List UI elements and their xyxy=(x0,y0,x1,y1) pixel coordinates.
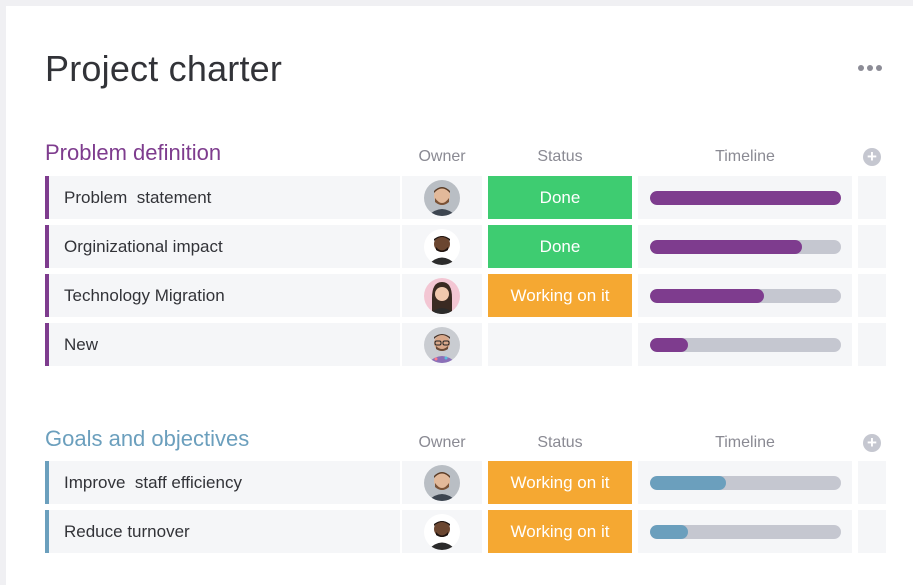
column-header-timeline: Timeline xyxy=(715,148,775,165)
item-name[interactable]: Technology Migration xyxy=(45,274,400,317)
timeline-cell[interactable] xyxy=(638,323,852,366)
owner-cell[interactable] xyxy=(402,225,482,268)
item-name[interactable]: Problem statement xyxy=(45,176,400,219)
timeline-cell[interactable] xyxy=(638,225,852,268)
status-cell[interactable]: Working on it xyxy=(488,461,632,504)
status-cell[interactable]: Working on it xyxy=(488,274,632,317)
avatar[interactable] xyxy=(424,464,460,501)
timeline-cell[interactable] xyxy=(638,510,852,553)
more-options-icon[interactable] xyxy=(858,62,888,74)
page-title: Project charter xyxy=(45,48,283,89)
status-cell[interactable]: Working on it xyxy=(488,510,632,553)
avatar[interactable] xyxy=(424,277,460,314)
item-name[interactable]: Reduce turnover xyxy=(45,510,400,553)
group-title[interactable]: Goals and objectives xyxy=(45,426,250,451)
column-header-status: Status xyxy=(537,148,583,165)
add-column-icon[interactable]: + xyxy=(863,434,881,452)
owner-cell[interactable] xyxy=(402,510,482,553)
timeline-cell[interactable] xyxy=(638,461,852,504)
table-row[interactable]: Technology Migration Working on it xyxy=(45,274,890,317)
empty-cell xyxy=(858,176,886,219)
item-name[interactable]: Orginizational impact xyxy=(45,225,400,268)
avatar[interactable] xyxy=(424,228,460,265)
item-name[interactable]: Improve staff efficiency xyxy=(45,461,400,504)
owner-cell[interactable] xyxy=(402,176,482,219)
timeline-bar[interactable] xyxy=(649,239,841,254)
column-header-owner: Owner xyxy=(418,148,466,165)
table-row[interactable]: Problem statement Done xyxy=(45,176,890,219)
timeline-bar[interactable] xyxy=(649,524,841,539)
table-row[interactable]: Reduce turnover Working on it xyxy=(45,510,890,553)
timeline-bar-fill xyxy=(649,475,726,490)
group-title[interactable]: Problem definition xyxy=(45,140,222,165)
add-column-icon[interactable]: + xyxy=(863,148,881,166)
timeline-bar[interactable] xyxy=(649,475,841,490)
owner-cell[interactable] xyxy=(402,274,482,317)
column-header-owner: Owner xyxy=(418,434,466,451)
timeline-cell[interactable] xyxy=(638,274,852,317)
timeline-bar-fill xyxy=(649,524,688,539)
avatar[interactable] xyxy=(424,513,460,550)
table-row[interactable]: Improve staff efficiency Working on it xyxy=(45,461,890,504)
timeline-bar-fill xyxy=(649,239,803,254)
table-row[interactable]: Orginizational impact Done xyxy=(45,225,890,268)
empty-cell xyxy=(858,510,886,553)
empty-cell xyxy=(858,461,886,504)
column-header-timeline: Timeline xyxy=(715,434,775,451)
owner-cell[interactable] xyxy=(402,323,482,366)
timeline-bar-fill xyxy=(649,190,841,205)
avatar[interactable] xyxy=(424,179,460,216)
timeline-bar[interactable] xyxy=(649,190,841,205)
status-cell[interactable] xyxy=(488,323,632,366)
empty-cell xyxy=(858,274,886,317)
timeline-bar[interactable] xyxy=(649,288,841,303)
table-row[interactable]: New xyxy=(45,323,890,366)
timeline-bar-fill xyxy=(649,288,765,303)
empty-cell xyxy=(858,323,886,366)
item-name[interactable]: New xyxy=(45,323,400,366)
owner-cell[interactable] xyxy=(402,461,482,504)
column-header-status: Status xyxy=(537,434,583,451)
timeline-bar[interactable] xyxy=(649,337,841,352)
board-card: Project charter Problem definition Owner… xyxy=(6,6,913,585)
timeline-bar-fill xyxy=(649,337,688,352)
status-cell[interactable]: Done xyxy=(488,176,632,219)
avatar[interactable] xyxy=(424,326,460,363)
timeline-cell[interactable] xyxy=(638,176,852,219)
empty-cell xyxy=(858,225,886,268)
status-cell[interactable]: Done xyxy=(488,225,632,268)
